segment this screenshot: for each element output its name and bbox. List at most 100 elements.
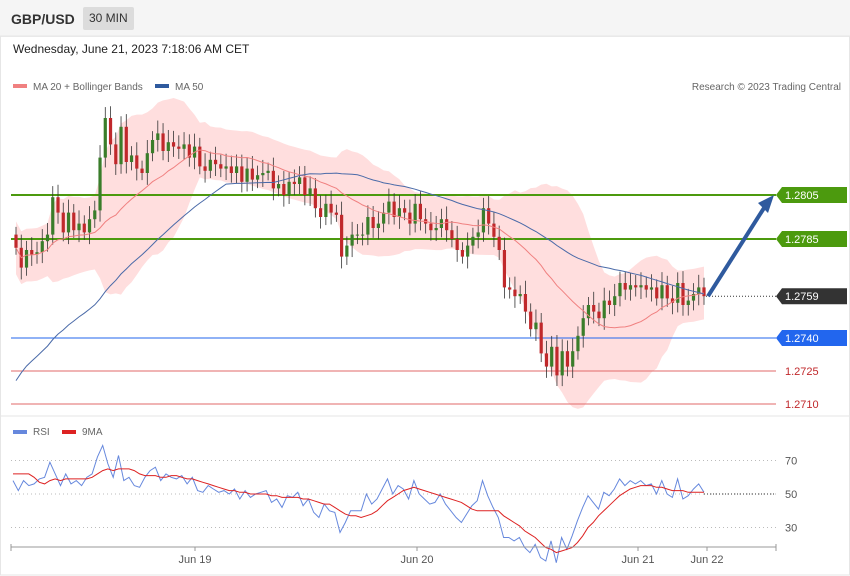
candle-96 (518, 285, 522, 304)
candle-13 (82, 215, 86, 240)
candle-131 (702, 277, 706, 305)
candle-86 (466, 232, 470, 269)
x-tick-label-3: Jun 22 (690, 554, 723, 566)
candle-125 (670, 285, 675, 315)
candle-11 (72, 204, 76, 238)
candle-65 (355, 224, 359, 245)
candle-64 (350, 221, 354, 258)
price-levels (11, 194, 776, 405)
candle-72 (392, 193, 396, 225)
candle-89 (481, 197, 486, 242)
rsi-panel-frame (0, 415, 850, 576)
candle-109 (586, 297, 591, 326)
candle-67 (366, 205, 370, 246)
candle-26 (150, 131, 155, 162)
ma50-line (15, 172, 705, 381)
timeframe-button[interactable]: 30 MIN (83, 7, 134, 30)
candle-107 (576, 326, 580, 360)
bollinger-bands (16, 97, 704, 409)
ma20-line (15, 149, 705, 329)
candle-18 (108, 106, 113, 155)
symbol-title: GBP/USD (11, 11, 75, 27)
candle-31 (177, 135, 181, 159)
candle-108 (581, 305, 585, 348)
candle-66 (361, 222, 365, 246)
candle-4 (35, 241, 39, 264)
candle-3 (30, 237, 34, 266)
candle-55 (303, 165, 307, 206)
candle-87 (471, 227, 475, 254)
level-tag-1.2740 (776, 330, 847, 346)
candle-98 (529, 303, 533, 337)
rsi-tick-30: 30 (785, 523, 797, 535)
candle-130 (697, 274, 701, 306)
forecast-arrow-shaft (706, 206, 766, 298)
ma50-legend-swatch (155, 84, 169, 88)
candle-79 (429, 211, 433, 241)
ma20-legend-label: MA 20 + Bollinger Bands (33, 82, 143, 93)
candle-60 (329, 190, 333, 225)
level-label-1.2805: 1.2805 (785, 190, 819, 202)
candle-42 (234, 154, 239, 184)
candle-68 (371, 206, 375, 238)
candle-52 (287, 171, 291, 205)
candle-23 (135, 142, 139, 181)
ma9-legend-label: 9MA (82, 427, 103, 438)
candle-45 (250, 155, 254, 191)
candle-105 (565, 340, 570, 377)
candle-69 (376, 211, 380, 240)
candle-127 (681, 271, 685, 316)
candle-17 (103, 107, 107, 168)
candle-44 (245, 157, 249, 192)
candle-36 (203, 153, 207, 183)
candle-99 (534, 309, 538, 341)
candle-22 (129, 146, 134, 171)
candle-54 (298, 166, 302, 195)
candle-76 (413, 193, 417, 233)
candle-80 (434, 215, 438, 242)
candle-82 (445, 206, 449, 242)
candle-49 (271, 157, 275, 201)
timestamp: Wednesday, June 21, 2023 7:18:06 AM CET (13, 42, 250, 56)
candle-15 (93, 200, 97, 228)
candle-119 (639, 272, 643, 300)
candle-57 (313, 178, 317, 218)
forecast-arrow-head (758, 195, 774, 213)
candle-94 (508, 277, 512, 299)
candle-29 (166, 129, 170, 163)
rsi-panel: 70 50 30 (11, 443, 797, 563)
level-label-1.2759: 1.2759 (785, 291, 819, 303)
candle-73 (397, 195, 401, 229)
candle-97 (523, 280, 528, 324)
candle-112 (602, 287, 606, 330)
candle-70 (382, 202, 386, 233)
candle-128 (686, 288, 690, 316)
candle-77 (418, 191, 422, 231)
candle-59 (324, 194, 328, 226)
candle-2 (24, 240, 29, 276)
candle-7 (51, 186, 55, 245)
candle-92 (497, 225, 501, 261)
candle-12 (77, 210, 81, 243)
candle-123 (660, 272, 664, 311)
candle-85 (460, 242, 465, 264)
candle-61 (334, 204, 338, 222)
candle-74 (403, 199, 407, 221)
candle-120 (644, 276, 648, 298)
candle-19 (114, 132, 118, 175)
candle-20 (119, 116, 123, 174)
candle-118 (634, 275, 638, 297)
candle-48 (266, 162, 270, 181)
candle-40 (224, 153, 228, 180)
level-tag-1.2785 (776, 231, 847, 247)
candle-93 (502, 237, 507, 299)
candle-116 (623, 271, 627, 300)
candle-75 (408, 199, 412, 236)
candle-100 (539, 312, 543, 363)
candle-102 (550, 335, 554, 377)
candle-35 (198, 137, 202, 175)
candle-58 (319, 195, 323, 229)
candle-46 (255, 165, 260, 189)
candle-28 (161, 123, 165, 161)
